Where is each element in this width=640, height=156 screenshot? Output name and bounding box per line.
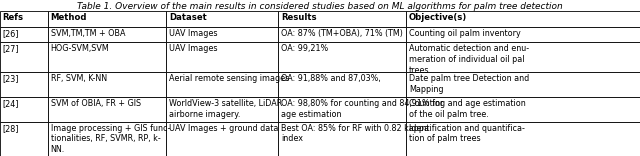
Bar xyxy=(48,122,166,156)
Text: OA: 98,80% for counting and 84,91% for
age estimation: OA: 98,80% for counting and 84,91% for a… xyxy=(281,99,444,119)
Bar xyxy=(278,27,406,42)
Text: [24]: [24] xyxy=(3,99,19,108)
Bar xyxy=(0,97,48,122)
Text: Objective(s): Objective(s) xyxy=(409,13,467,22)
Bar xyxy=(278,11,406,27)
Text: Aerial remote sensing images: Aerial remote sensing images xyxy=(169,74,289,83)
Bar xyxy=(406,122,640,156)
Text: OA: 99,21%: OA: 99,21% xyxy=(281,44,328,53)
Bar xyxy=(278,97,406,122)
Bar xyxy=(278,42,406,72)
Bar xyxy=(406,72,640,97)
Text: WorldView-3 satellite, LiDAR
airborne imagery.: WorldView-3 satellite, LiDAR airborne im… xyxy=(169,99,282,119)
Text: Automatic detection and enu-
meration of individual oil pal
trees: Automatic detection and enu- meration of… xyxy=(409,44,529,75)
Bar xyxy=(166,97,278,122)
Text: Method: Method xyxy=(51,13,87,22)
Text: UAV Images: UAV Images xyxy=(169,29,218,38)
Text: Identification and quantifica-
tion of palm trees: Identification and quantifica- tion of p… xyxy=(409,124,525,144)
Text: OA: 91,88% and 87,03%,: OA: 91,88% and 87,03%, xyxy=(281,74,381,83)
Text: [23]: [23] xyxy=(3,74,19,83)
Bar xyxy=(48,97,166,122)
Bar xyxy=(166,11,278,27)
Bar xyxy=(278,72,406,97)
Bar xyxy=(0,122,48,156)
Text: Counting and age estimation
of the oil palm tree.: Counting and age estimation of the oil p… xyxy=(409,99,525,119)
Bar xyxy=(166,42,278,72)
Text: UAV Images: UAV Images xyxy=(169,44,218,53)
Bar xyxy=(0,72,48,97)
Text: OA: 87% (TM+OBA), 71% (TM): OA: 87% (TM+OBA), 71% (TM) xyxy=(281,29,403,38)
Text: RF, SVM, K-NN: RF, SVM, K-NN xyxy=(51,74,107,83)
Bar xyxy=(48,42,166,72)
Bar xyxy=(406,27,640,42)
Bar xyxy=(406,42,640,72)
Text: HOG-SVM,SVM: HOG-SVM,SVM xyxy=(51,44,109,53)
Text: Refs: Refs xyxy=(3,13,24,22)
Bar xyxy=(48,11,166,27)
Bar xyxy=(48,27,166,42)
Bar xyxy=(406,97,640,122)
Text: Date palm tree Detection and
Mapping: Date palm tree Detection and Mapping xyxy=(409,74,529,94)
Bar xyxy=(278,122,406,156)
Bar xyxy=(166,27,278,42)
Text: [26]: [26] xyxy=(3,29,19,38)
Bar xyxy=(166,72,278,97)
Bar xyxy=(0,42,48,72)
Text: SVM,TM,TM + OBA: SVM,TM,TM + OBA xyxy=(51,29,125,38)
Text: [28]: [28] xyxy=(3,124,19,133)
Text: Best OA: 85% for RF with 0.82 kappa
index: Best OA: 85% for RF with 0.82 kappa inde… xyxy=(281,124,429,144)
Bar xyxy=(0,11,48,27)
Bar xyxy=(166,122,278,156)
Bar xyxy=(48,72,166,97)
Text: Image processing + GIS func-
tionalities, RF, SVMR, RP, k-
NN.: Image processing + GIS func- tionalities… xyxy=(51,124,170,154)
Text: Results: Results xyxy=(281,13,317,22)
Text: Counting oil palm inventory: Counting oil palm inventory xyxy=(409,29,521,38)
Bar xyxy=(406,11,640,27)
Text: UAV Images + ground data: UAV Images + ground data xyxy=(169,124,278,133)
Bar xyxy=(0,27,48,42)
Text: Table 1. Overview of the main results in considered studies based on ML algorith: Table 1. Overview of the main results in… xyxy=(77,2,563,11)
Text: SVM of OBIA, FR + GIS: SVM of OBIA, FR + GIS xyxy=(51,99,141,108)
Text: Dataset: Dataset xyxy=(169,13,207,22)
Text: [27]: [27] xyxy=(3,44,19,53)
